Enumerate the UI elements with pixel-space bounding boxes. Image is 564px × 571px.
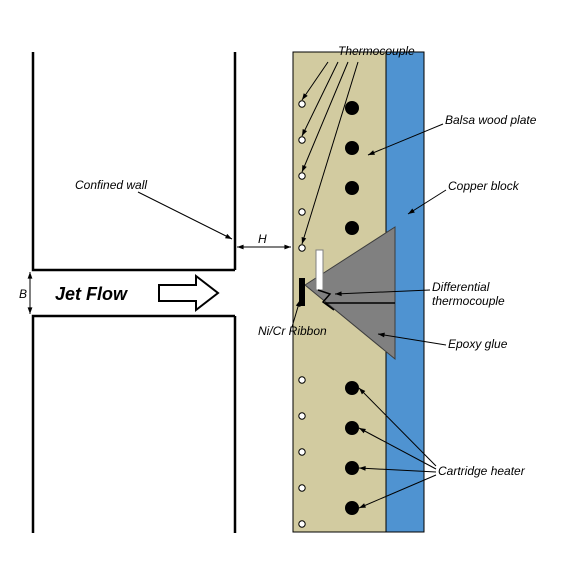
confined-label: Confined wall <box>75 178 147 192</box>
cartridge-heater-dot <box>345 421 359 435</box>
thermocouple-dot <box>299 413 305 419</box>
thermocouple-dot <box>299 449 305 455</box>
thermocouple-dot <box>299 209 305 215</box>
cartridge-heater-dot <box>345 101 359 115</box>
cartridge-heater-dot <box>345 381 359 395</box>
thermocouple-dot <box>299 101 305 107</box>
balsa-label: Balsa wood plate <box>445 113 537 127</box>
cartridge-label: Cartridge heater <box>438 464 526 478</box>
diff-tc-label2: thermocouple <box>432 294 505 308</box>
thermocouple-dot <box>299 521 305 527</box>
thermocouple-dot <box>299 377 305 383</box>
thermocouple-dot <box>299 137 305 143</box>
thermocouple-label: Thermocouple <box>338 44 415 58</box>
dim-h-label: H <box>258 232 267 246</box>
diff-tc-label: Differential <box>432 280 490 294</box>
dim-b-label: B <box>19 287 27 301</box>
cartridge-heater-dot <box>345 221 359 235</box>
copper-label: Copper block <box>448 179 520 193</box>
cartridge-heater-dot <box>345 501 359 515</box>
cartridge-heater-dot <box>345 181 359 195</box>
ribbon-gap <box>316 250 323 290</box>
epoxy-label: Epoxy glue <box>448 337 508 351</box>
jet-flow-label: Jet Flow <box>55 284 128 304</box>
thermocouple-dot <box>299 173 305 179</box>
thermocouple-dot <box>299 245 305 251</box>
cartridge-heater-dot <box>345 141 359 155</box>
cartridge-heater-dot <box>345 461 359 475</box>
thermocouple-dot <box>299 485 305 491</box>
